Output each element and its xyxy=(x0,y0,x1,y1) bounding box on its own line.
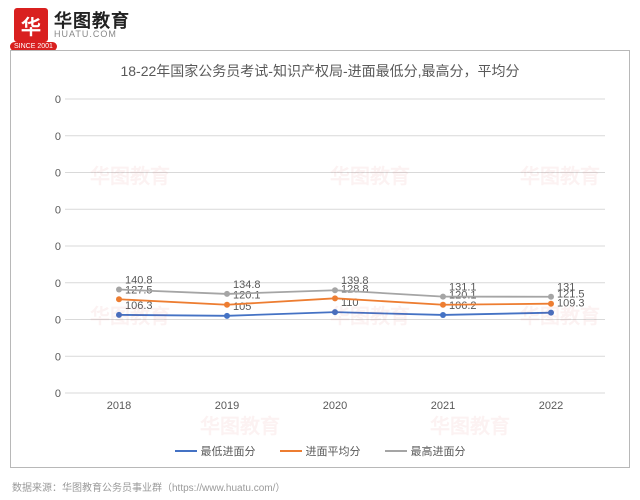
svg-text:150: 150 xyxy=(55,278,61,290)
svg-text:131: 131 xyxy=(557,282,575,294)
legend-swatch xyxy=(175,450,197,452)
legend-swatch xyxy=(385,450,407,452)
svg-text:106.2: 106.2 xyxy=(449,300,477,312)
svg-text:106.3: 106.3 xyxy=(125,300,153,312)
legend-label: 最高进面分 xyxy=(411,443,466,459)
svg-text:2022: 2022 xyxy=(539,400,563,412)
legend-label: 最低进面分 xyxy=(201,443,256,459)
legend-label: 进面平均分 xyxy=(306,443,361,459)
svg-text:2018: 2018 xyxy=(107,400,131,412)
svg-text:200: 200 xyxy=(55,241,61,253)
svg-text:250: 250 xyxy=(55,204,61,216)
chart-frame: 18-22年国家公务员考试-知识产权局-进面最低分,最高分，平均分 0 50 100… xyxy=(10,50,630,468)
svg-text:140.8: 140.8 xyxy=(125,275,153,287)
legend-item: 最高进面分 xyxy=(385,443,466,459)
chart-plot: 0 50 100 150 200 250 300 350 400 2018 2019 2020 2021… xyxy=(55,93,615,413)
svg-text:350: 350 xyxy=(55,131,61,143)
svg-text:2019: 2019 xyxy=(215,400,239,412)
brand-logo: 华 华图教育 HUATU.COM xyxy=(14,8,130,42)
legend-swatch xyxy=(280,450,302,452)
svg-text:131.1: 131.1 xyxy=(449,282,477,294)
logo-en: HUATU.COM xyxy=(54,30,130,39)
svg-text:139.8: 139.8 xyxy=(341,275,369,287)
legend-item: 进面平均分 xyxy=(280,443,361,459)
chart-title: 18-22年国家公务员考试-知识产权局-进面最低分,最高分，平均分 xyxy=(11,61,629,81)
svg-text:300: 300 xyxy=(55,168,61,180)
logo-cn: 华图教育 xyxy=(54,12,130,30)
svg-text:2020: 2020 xyxy=(323,400,347,412)
svg-text:400: 400 xyxy=(55,94,61,106)
logo-badge: 华 xyxy=(14,8,48,42)
svg-text:120.1: 120.1 xyxy=(233,290,261,302)
legend-item: 最低进面分 xyxy=(175,443,256,459)
data-source: 数据来源：华图教育公务员事业群（https://www.huatu.com/） xyxy=(12,479,285,494)
chart-legend: 最低进面分 进面平均分 最高进面分 xyxy=(11,443,629,459)
svg-text:134.8: 134.8 xyxy=(233,279,261,291)
svg-text:50: 50 xyxy=(55,351,61,363)
svg-text:2021: 2021 xyxy=(431,400,455,412)
svg-text:100: 100 xyxy=(55,315,61,327)
svg-text:0: 0 xyxy=(55,388,61,400)
